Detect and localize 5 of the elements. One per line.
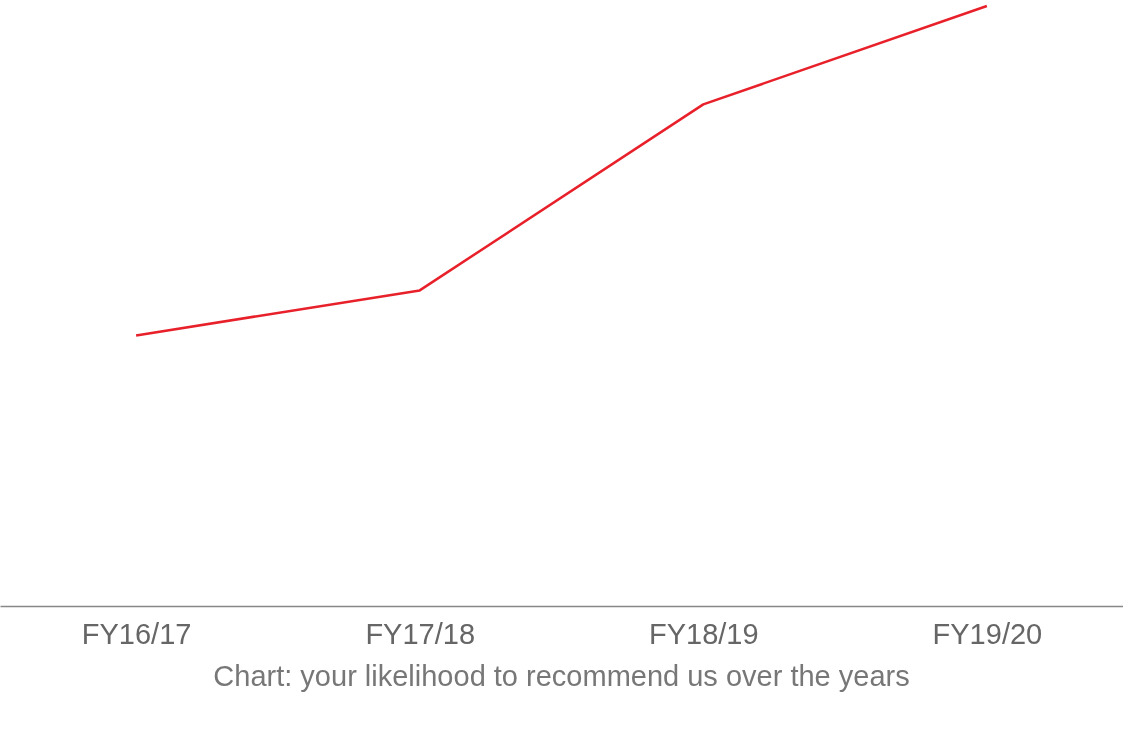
text: Chart: your likelihood to recommend us over the years — [213, 660, 910, 692]
x-tick-label: FY16/17 — [81, 617, 192, 650]
x-tick-label: FY18/19 — [648, 617, 759, 650]
x-tick-label: FY17/18 — [365, 617, 476, 650]
x-tick-label: FY19/20 — [932, 617, 1043, 650]
